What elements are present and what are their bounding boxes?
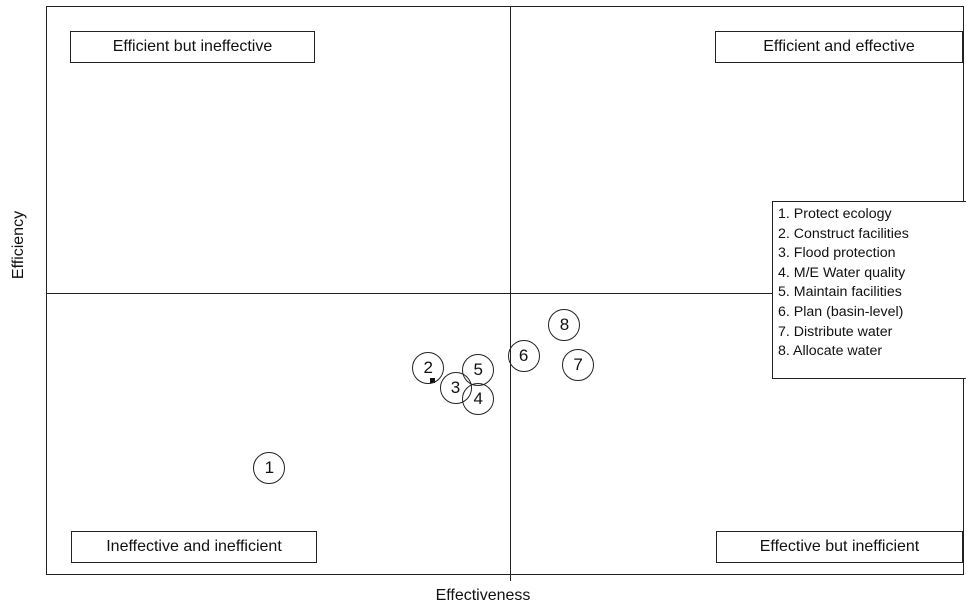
point-5: 5: [462, 354, 495, 387]
legend-item: 7. Distribute water: [778, 323, 893, 340]
legend-item: 8. Allocate water: [778, 343, 883, 360]
point-4: 4: [462, 383, 495, 416]
point-6: 6: [507, 340, 540, 373]
efficiency-midline: [46, 293, 964, 294]
legend-item: 4. M/E Water quality: [778, 264, 906, 281]
point-2: 2: [412, 351, 445, 384]
legend-item: 3. Flood protection: [778, 245, 896, 262]
quadrant-label-bottom-right: Effective but inefficient: [716, 531, 963, 563]
point-7: 7: [562, 348, 595, 381]
quadrant-label-bottom-left: Ineffective and inefficient: [71, 531, 317, 563]
quadrant-label-top-left: Efficient but ineffective: [70, 31, 315, 63]
legend-item: 5. Maintain facilities: [778, 284, 902, 301]
legend-item: 6. Plan (basin-level): [778, 303, 904, 320]
legend-item: 1. Protect ecology: [778, 206, 892, 222]
legend: 1. Protect ecology 2. Construct faciliti…: [772, 201, 966, 379]
quadrant-label-top-right: Efficient and effective: [715, 31, 963, 63]
point-8: 8: [548, 308, 581, 341]
point-1: 1: [253, 452, 286, 485]
y-axis-label: Efficiency: [10, 210, 27, 280]
x-axis-label: Effectiveness: [435, 587, 531, 604]
legend-item: 2. Construct facilities: [778, 225, 909, 242]
